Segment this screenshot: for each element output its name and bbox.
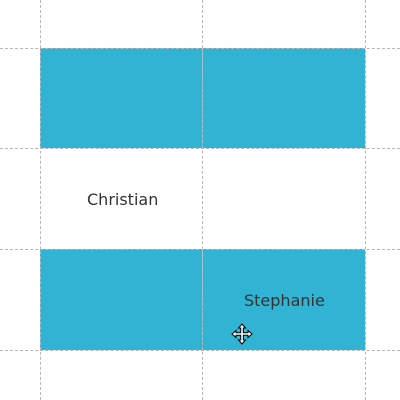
table-cell-r3c2[interactable]	[202, 249, 365, 350]
gridline-horizontal	[0, 249, 400, 250]
table-cell-r1c2[interactable]	[202, 48, 365, 148]
gridline-horizontal	[0, 148, 400, 149]
gridline-vertical	[40, 0, 41, 400]
gridline-horizontal	[0, 48, 400, 49]
table-cell-r2c2[interactable]	[202, 148, 365, 249]
gridline-vertical	[202, 0, 203, 400]
table-cell-r3c1[interactable]	[40, 249, 202, 350]
table-cell-r1c1[interactable]	[40, 48, 202, 148]
gridline-vertical	[365, 0, 366, 400]
cell-text-stephanie: Stephanie	[244, 291, 325, 310]
move-cursor-icon	[231, 323, 253, 345]
cell-text-christian: Christian	[87, 190, 159, 209]
gridline-horizontal	[0, 350, 400, 351]
